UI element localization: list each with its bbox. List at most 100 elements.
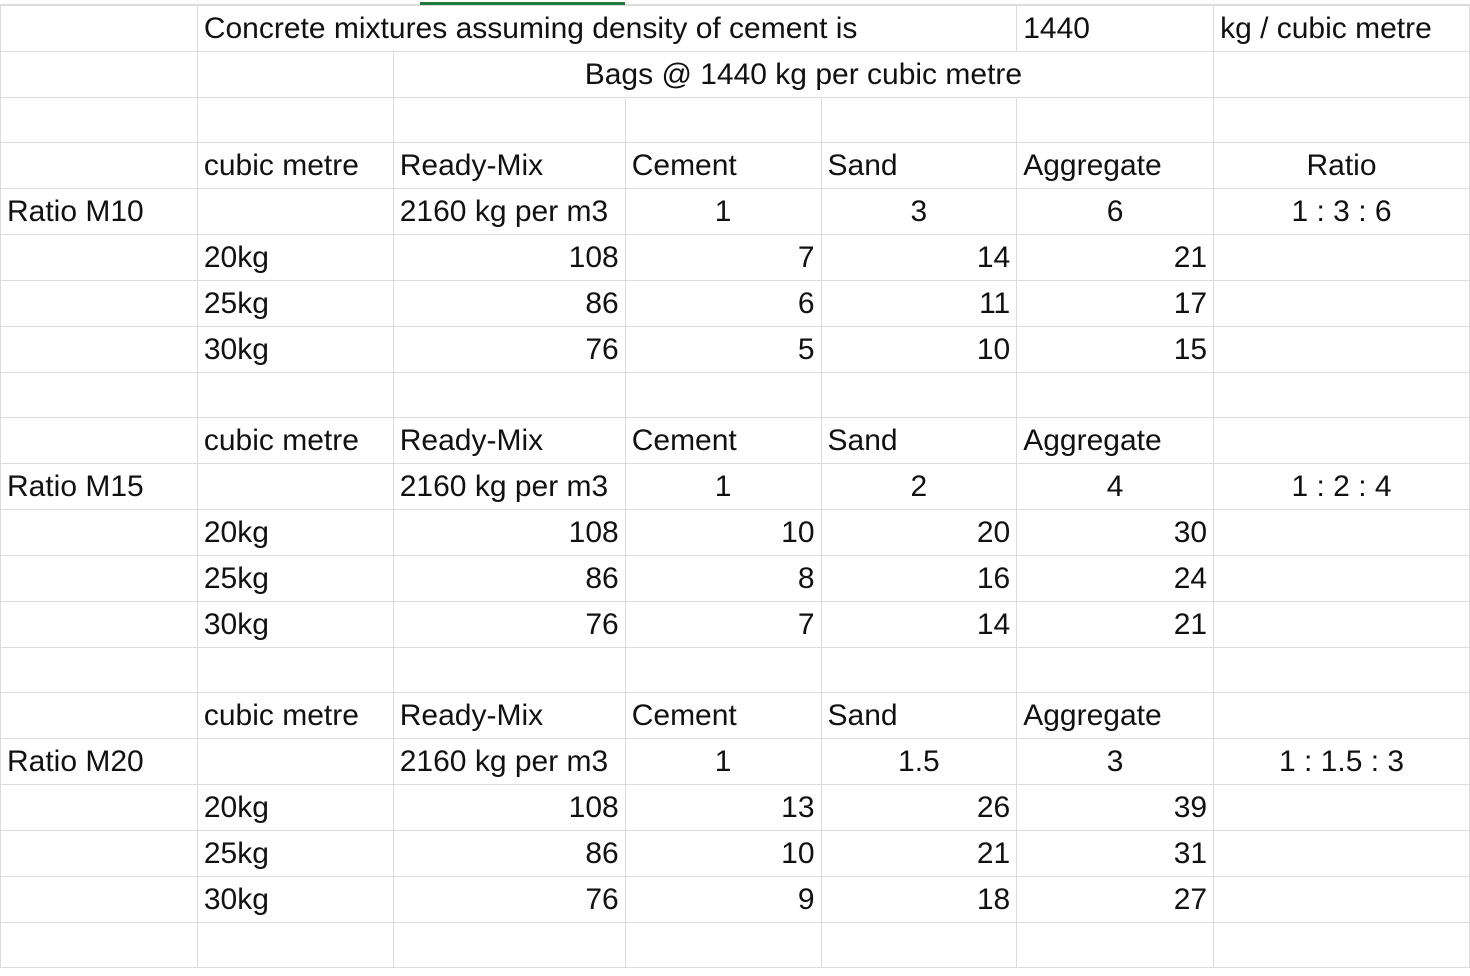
ready-mix-bags[interactable]: 108 [392,784,626,831]
cell[interactable] [0,280,198,327]
cell[interactable] [1016,922,1215,968]
cell[interactable] [196,51,394,98]
cement-bags[interactable]: 7 [624,234,822,281]
col-header-cubic-metre[interactable]: cubic metre [196,417,394,464]
cell[interactable] [1016,647,1215,693]
cement-part[interactable]: 1 [624,188,822,235]
cell[interactable] [1213,234,1470,281]
col-header-cement[interactable]: Cement [624,417,822,464]
cell[interactable] [1213,830,1470,877]
sand-part[interactable]: 2 [820,463,1018,510]
cement-bags[interactable]: 10 [624,509,822,556]
section-label[interactable]: Ratio M20 [0,738,198,785]
cement-bags[interactable]: 10 [624,830,822,877]
cell[interactable] [0,234,198,281]
bag-size[interactable]: 25kg [196,830,394,877]
sand-bags[interactable]: 16 [820,555,1018,602]
cell[interactable] [1213,922,1470,968]
col-header-ratio[interactable]: Ratio [1213,142,1470,189]
bag-size[interactable]: 30kg [196,601,394,648]
cell[interactable] [0,830,198,877]
col-header-sand[interactable]: Sand [820,142,1018,189]
cell[interactable] [624,647,822,693]
aggregate-bags[interactable]: 21 [1016,601,1215,648]
cell[interactable] [1213,647,1470,693]
cell[interactable] [196,188,394,235]
cell[interactable] [0,97,198,143]
aggregate-bags[interactable]: 30 [1016,509,1215,556]
ready-mix-density[interactable]: 2160 kg per m3 [392,463,626,510]
cell[interactable] [392,647,626,693]
col-header-cubic-metre[interactable]: cubic metre [196,142,394,189]
col-header-cement[interactable]: Cement [624,142,822,189]
ready-mix-bags[interactable]: 108 [392,234,626,281]
col-header-ready-mix[interactable]: Ready-Mix [392,692,626,739]
cell[interactable] [392,97,626,143]
col-header-ready-mix[interactable]: Ready-Mix [392,417,626,464]
sand-bags[interactable]: 14 [820,234,1018,281]
ready-mix-bags[interactable]: 86 [392,555,626,602]
cell[interactable] [820,97,1018,143]
sand-bags[interactable]: 18 [820,876,1018,923]
cell[interactable] [0,51,198,98]
cell[interactable] [196,97,394,143]
col-header-aggregate[interactable]: Aggregate [1016,417,1215,464]
ready-mix-bags[interactable]: 86 [392,830,626,877]
cell[interactable] [624,372,822,418]
cell[interactable] [0,372,198,418]
bag-size[interactable]: 30kg [196,876,394,923]
cell[interactable] [820,647,1018,693]
cell[interactable] [0,784,198,831]
cell[interactable] [0,555,198,602]
aggregate-bags[interactable]: 15 [1016,326,1215,373]
cell[interactable] [392,922,626,968]
cell[interactable] [1213,876,1470,923]
cell[interactable] [1213,555,1470,602]
aggregate-bags[interactable]: 31 [1016,830,1215,877]
cell[interactable] [1213,372,1470,418]
cell[interactable] [0,922,198,968]
col-header-sand[interactable]: Sand [820,417,1018,464]
cell[interactable] [0,647,198,693]
sand-bags[interactable]: 10 [820,326,1018,373]
cell[interactable] [0,142,198,189]
aggregate-part[interactable]: 3 [1016,738,1215,785]
bag-size[interactable]: 25kg [196,280,394,327]
ratio-text[interactable]: 1 : 3 : 6 [1213,188,1470,235]
cell[interactable] [0,326,198,373]
cell[interactable] [392,372,626,418]
cell[interactable] [1016,372,1215,418]
cell[interactable] [1016,97,1215,143]
cell[interactable] [1213,280,1470,327]
ready-mix-bags[interactable]: 108 [392,509,626,556]
ready-mix-bags[interactable]: 86 [392,280,626,327]
col-header-ready-mix[interactable]: Ready-Mix [392,142,626,189]
section-label[interactable]: Ratio M10 [0,188,198,235]
aggregate-part[interactable]: 6 [1016,188,1215,235]
ready-mix-bags[interactable]: 76 [392,326,626,373]
density-value[interactable]: 1440 [1016,5,1215,52]
cell[interactable] [196,463,394,510]
cell[interactable] [1213,601,1470,648]
aggregate-bags[interactable]: 24 [1016,555,1215,602]
bag-size[interactable]: 25kg [196,555,394,602]
sand-bags[interactable]: 11 [820,280,1018,327]
bag-size[interactable]: 20kg [196,509,394,556]
sand-bags[interactable]: 21 [820,830,1018,877]
cell[interactable] [820,372,1018,418]
cell[interactable] [820,922,1018,968]
cell[interactable] [196,738,394,785]
aggregate-bags[interactable]: 21 [1016,234,1215,281]
cell[interactable] [624,97,822,143]
cell[interactable] [1213,326,1470,373]
bag-size[interactable]: 20kg [196,784,394,831]
bag-size[interactable]: 30kg [196,326,394,373]
sand-bags[interactable]: 14 [820,601,1018,648]
cement-bags[interactable]: 5 [624,326,822,373]
ratio-text[interactable]: 1 : 2 : 4 [1213,463,1470,510]
cell[interactable] [1213,509,1470,556]
ready-mix-density[interactable]: 2160 kg per m3 [392,738,626,785]
sheet-title[interactable]: Concrete mixtures assuming density of ce… [196,5,1018,52]
ready-mix-density[interactable]: 2160 kg per m3 [392,188,626,235]
cell[interactable] [0,417,198,464]
